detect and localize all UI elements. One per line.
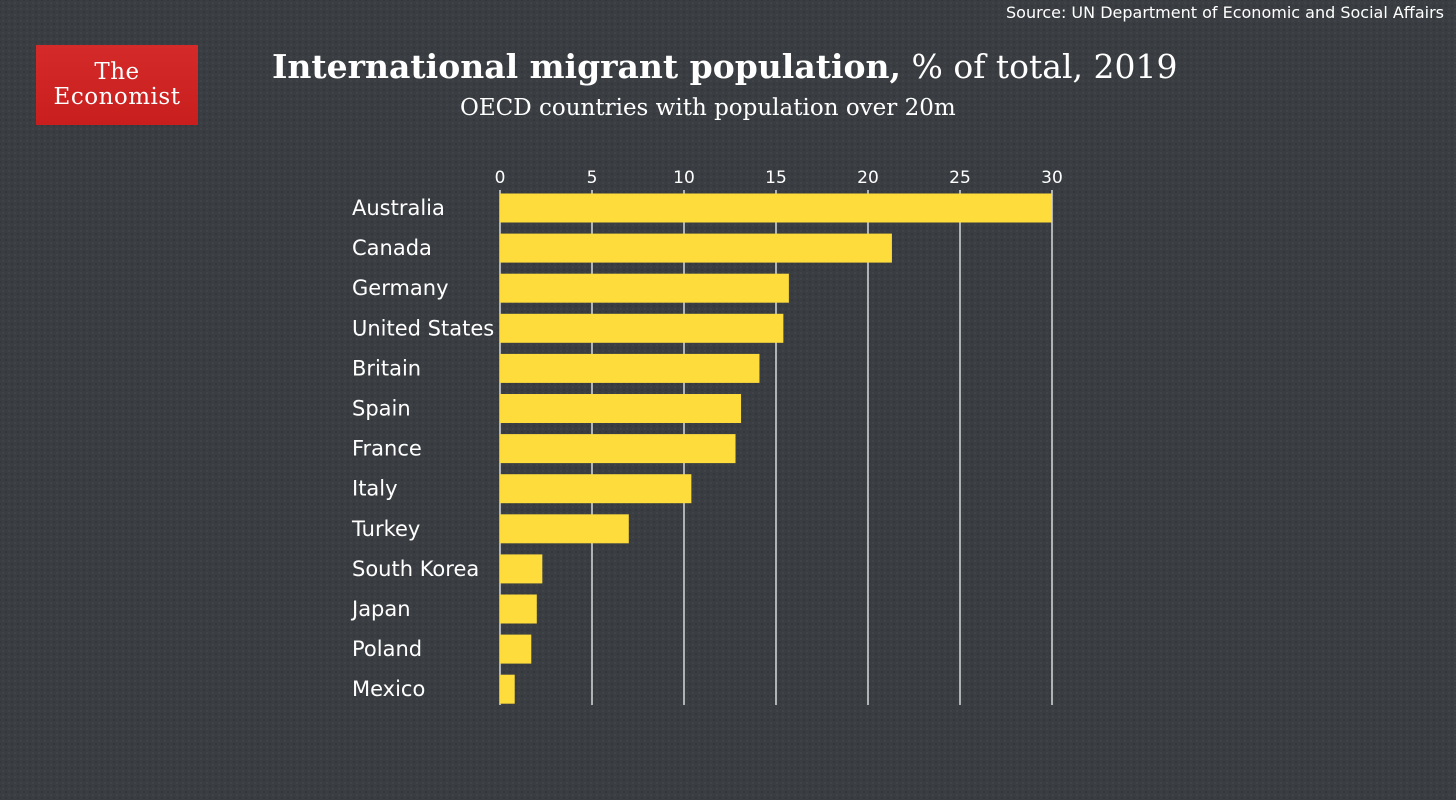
x-tick-label: 15: [765, 168, 787, 188]
bar-japan: [500, 594, 537, 624]
logo-line-1: The: [94, 59, 140, 85]
bars: [500, 193, 1052, 704]
x-tick-label: 20: [857, 168, 879, 188]
chart-title-bold: International migrant population,: [272, 47, 901, 86]
bar-turkey: [500, 514, 629, 544]
bar-united-states: [500, 313, 784, 343]
bar-italy: [500, 474, 692, 504]
bar-south-korea: [500, 554, 543, 584]
chart-subtitle: OECD countries with population over 20m: [460, 95, 956, 121]
bar-france: [500, 434, 736, 464]
category-label: Poland: [352, 637, 422, 661]
category-label: Australia: [352, 196, 445, 220]
bar-poland: [500, 634, 532, 664]
economist-logo: The Economist: [36, 45, 198, 125]
category-label: Germany: [352, 276, 449, 300]
category-label: Italy: [352, 477, 398, 501]
x-tick-label: 10: [673, 168, 695, 188]
bar-spain: [500, 394, 742, 423]
bar-germany: [500, 273, 789, 303]
category-label: Spain: [352, 397, 411, 421]
x-tick-label: 0: [495, 168, 506, 188]
bar-canada: [500, 233, 892, 263]
chart-title-light: % of total, 2019: [900, 47, 1178, 86]
category-label: South Korea: [352, 557, 479, 581]
x-tick-label: 5: [587, 168, 598, 188]
category-label: Britain: [352, 356, 421, 380]
category-label: Canada: [352, 236, 432, 260]
bar-australia: [500, 193, 1052, 223]
x-tick-label: 25: [949, 168, 971, 188]
x-axis-ticks: 0 5 10 15 20 25 30: [495, 168, 1063, 188]
bar-britain: [500, 353, 760, 383]
category-labels: Australia Canada Germany United States Brita…: [350, 196, 494, 701]
category-label: United States: [352, 316, 494, 340]
category-label: Turkey: [351, 517, 420, 541]
logo-line-2: Economist: [53, 84, 181, 110]
category-label: Japan: [350, 597, 411, 621]
category-label: France: [352, 437, 422, 461]
x-tick-label: 30: [1041, 168, 1063, 188]
source-note: Source: UN Department of Economic and So…: [1006, 3, 1444, 22]
bar-mexico: [500, 674, 515, 704]
chart-title: International migrant population, % of t…: [272, 47, 1177, 86]
category-label: Mexico: [352, 677, 425, 701]
